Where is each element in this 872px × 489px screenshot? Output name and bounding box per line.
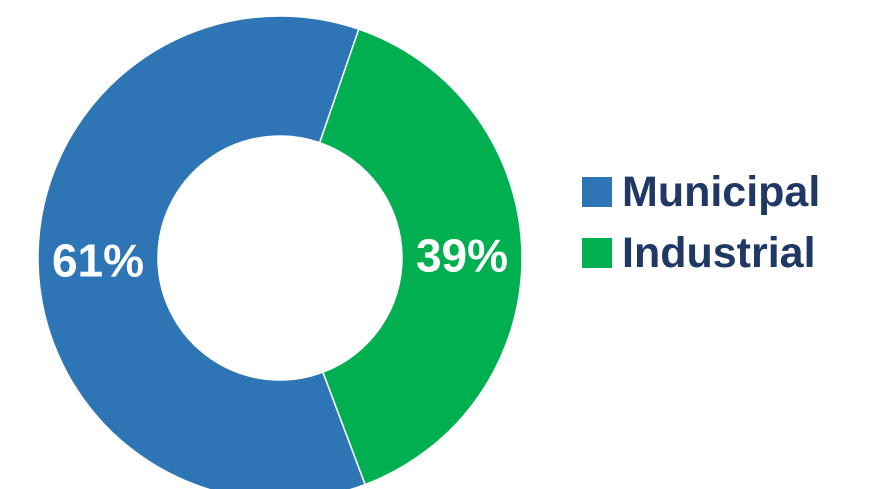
legend-item-industrial: Industrial [582,227,820,279]
legend-label-municipal: Municipal [622,167,821,216]
data-label-municipal: 61% [52,235,144,287]
donut-slice-industrial [318,28,523,486]
legend-swatch-industrial [582,238,612,268]
legend-swatch-municipal [582,177,612,207]
legend-label-industrial: Industrial [622,228,816,277]
data-label-industrial: 39% [416,229,508,281]
donut-slice-municipal [37,15,367,489]
chart-legend: Municipal Industrial [582,166,820,279]
legend-item-municipal: Municipal [582,166,820,218]
